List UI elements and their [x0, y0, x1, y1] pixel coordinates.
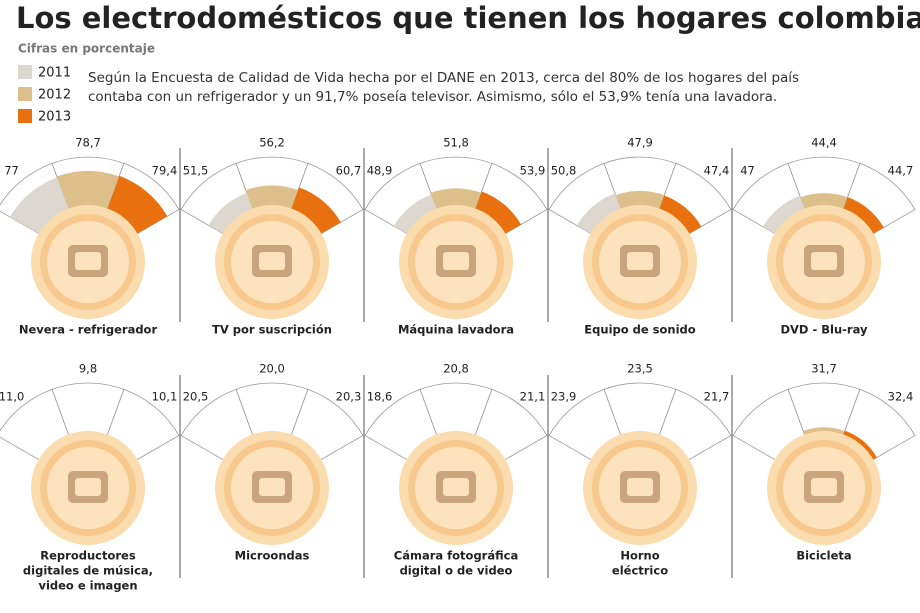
value-label: 47 [740, 163, 755, 177]
value-label: 21,7 [704, 389, 730, 403]
value-label: 53,9 [520, 163, 546, 177]
chart-title: Nevera - refrigerador [19, 323, 158, 337]
chart-title: Equipo de sonido [584, 323, 695, 337]
icon-detail [443, 252, 469, 270]
value-label: 44,7 [888, 163, 914, 177]
subtitle: Cifras en porcentaje [18, 42, 155, 56]
legend-label: 2012 [38, 88, 71, 103]
value-label: 10,1 [152, 389, 178, 403]
icon-detail [443, 478, 469, 496]
icon-detail [259, 252, 285, 270]
chart-title: digitales de música, [23, 564, 153, 578]
value-label: 48,9 [367, 163, 393, 177]
legend-swatch [18, 65, 32, 79]
icon-detail [75, 478, 101, 496]
value-label: 20,0 [259, 362, 285, 376]
icon-detail [811, 478, 837, 496]
chart-title: Reproductores [40, 549, 136, 563]
value-label: 9,8 [79, 362, 97, 376]
chart-title: TV por suscripción [212, 323, 332, 337]
chart-title: eléctrico [612, 564, 668, 578]
chart-title: Horno [620, 549, 659, 563]
icon-detail [627, 252, 653, 270]
value-label: 77 [4, 163, 19, 177]
legend-swatch [18, 87, 32, 101]
value-label: 20,3 [336, 389, 362, 403]
legend-swatch [18, 109, 32, 123]
value-label: 20,5 [183, 389, 209, 403]
chart-title: Bicicleta [796, 549, 851, 563]
legend-label: 2013 [38, 110, 71, 125]
value-label: 79,4 [152, 163, 178, 177]
icon-detail [259, 478, 285, 496]
chart-title: Máquina lavadora [398, 323, 514, 337]
value-label: 23,5 [627, 362, 653, 376]
icon-detail [811, 252, 837, 270]
chart-title: digital o de video [400, 564, 513, 578]
value-label: 31,7 [811, 362, 837, 376]
value-label: 21,1 [520, 389, 546, 403]
legend-label: 2011 [38, 66, 71, 81]
chart-title: video e imagen [38, 579, 137, 593]
chart-title: Cámara fotográfica [394, 549, 518, 563]
value-label: 51,5 [183, 163, 209, 177]
value-label: 20,8 [443, 362, 469, 376]
page-title: Los electrodomésticos que tienen los hog… [16, 1, 920, 35]
value-label: 44,4 [811, 136, 837, 150]
value-label: 60,7 [336, 163, 362, 177]
icon-detail [627, 478, 653, 496]
value-label: 78,7 [75, 136, 101, 150]
chart-title: Microondas [235, 549, 310, 563]
icon-detail [75, 252, 101, 270]
value-label: 47,9 [627, 136, 653, 150]
value-label: 18,6 [367, 389, 393, 403]
value-label: 11,0 [0, 389, 24, 403]
value-label: 23,9 [551, 389, 577, 403]
value-label: 47,4 [704, 163, 730, 177]
value-label: 32,4 [888, 389, 914, 403]
description-line: contaba con un refrigerador y un 91,7% p… [88, 89, 777, 105]
description-line: Según la Encuesta de Calidad de Vida hec… [88, 70, 799, 86]
value-label: 51,8 [443, 136, 469, 150]
value-label: 50,8 [551, 163, 577, 177]
value-label: 56,2 [259, 136, 285, 150]
chart-title: DVD - Blu-ray [780, 323, 868, 337]
